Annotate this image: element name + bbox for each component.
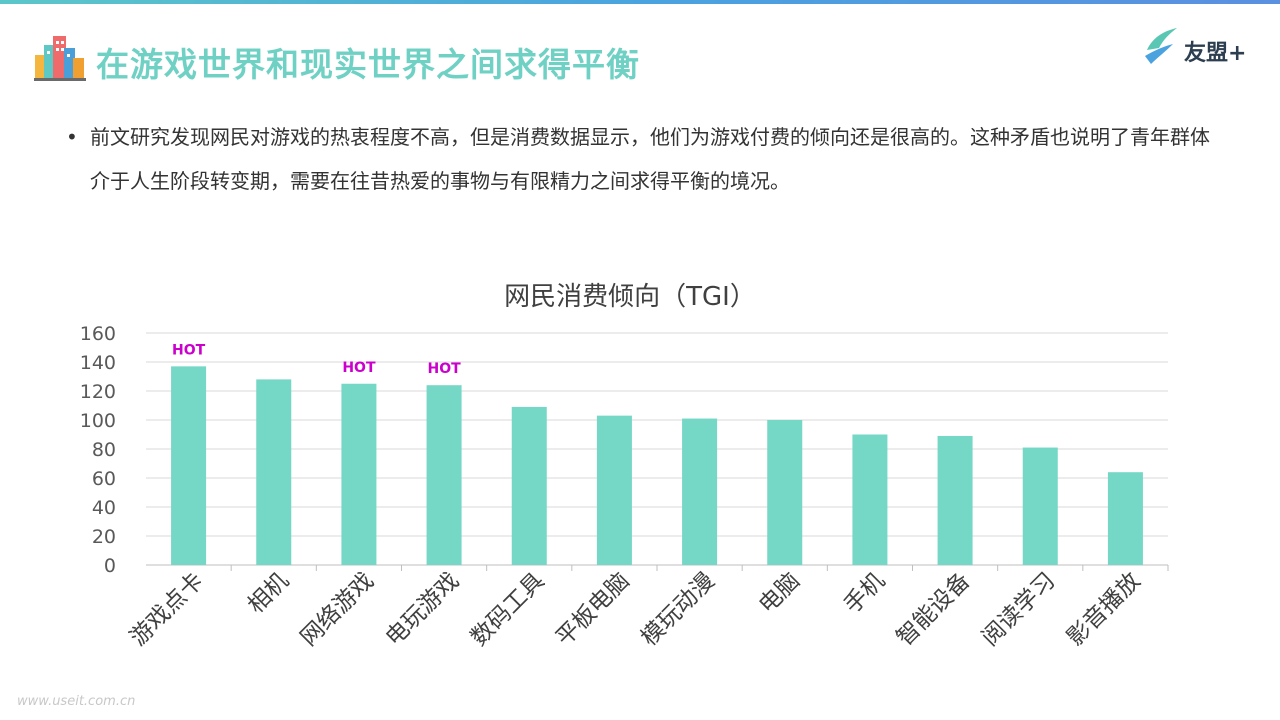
bar-3: [341, 383, 377, 565]
chart-title: 网民消费倾向（TGI）: [504, 282, 756, 312]
bar-5: [511, 406, 547, 565]
x-category-label: 手机: [839, 568, 890, 619]
city-buildings-icon: [34, 36, 86, 81]
hot-label: HOT: [342, 360, 376, 376]
x-category-label: 平板电脑: [551, 568, 634, 651]
y-tick-label: 80: [92, 439, 116, 461]
y-tick-label: 20: [92, 526, 116, 548]
x-category-label: 数码工具: [466, 568, 549, 651]
x-category-label: 智能设备: [892, 568, 975, 651]
x-category-label: 电脑: [754, 568, 805, 619]
bar-12: [1107, 472, 1143, 565]
hot-label: HOT: [172, 342, 206, 358]
bullet-dot: •: [66, 125, 78, 149]
bird-icon: [1145, 28, 1177, 64]
y-tick-label: 0: [104, 555, 116, 577]
bar-7: [682, 418, 718, 565]
watermark: www.useit.com.cn: [17, 694, 136, 709]
bar-9: [852, 434, 888, 565]
bar-2: [256, 379, 292, 565]
y-tick-label: 60: [92, 468, 116, 490]
y-tick-label: 160: [80, 323, 116, 345]
y-tick-label: 100: [80, 410, 116, 432]
bar-6: [596, 415, 632, 565]
umeng-logo: 友盟+: [1143, 26, 1263, 70]
bar-8: [767, 420, 803, 565]
bar-4: [426, 385, 462, 565]
bar-11: [1022, 447, 1058, 565]
bullet-text: 前文研究发现网民对游戏的热衷程度不高，但是消费数据显示，他们为游戏付费的倾向还是…: [90, 125, 1210, 193]
bar-1: [171, 366, 207, 565]
bar-10: [937, 435, 973, 565]
logo-text: 友盟+: [1184, 41, 1247, 66]
x-category-label: 游戏点卡: [125, 568, 208, 651]
x-category-label: 阅读学习: [977, 568, 1060, 651]
x-category-label: 模玩动漫: [636, 568, 719, 651]
x-category-label: 电玩游戏: [381, 568, 464, 651]
top-accent-bar: [0, 0, 1280, 4]
x-category-label: 影音播放: [1062, 568, 1145, 651]
y-tick-label: 40: [92, 497, 116, 519]
x-category-label: 相机: [243, 568, 294, 619]
page-title: 在游戏世界和现实世界之间求得平衡: [96, 45, 640, 84]
y-tick-label: 140: [80, 352, 116, 374]
x-category-label: 网络游戏: [296, 568, 379, 651]
y-tick-label: 120: [80, 381, 116, 403]
hot-label: HOT: [427, 361, 461, 377]
